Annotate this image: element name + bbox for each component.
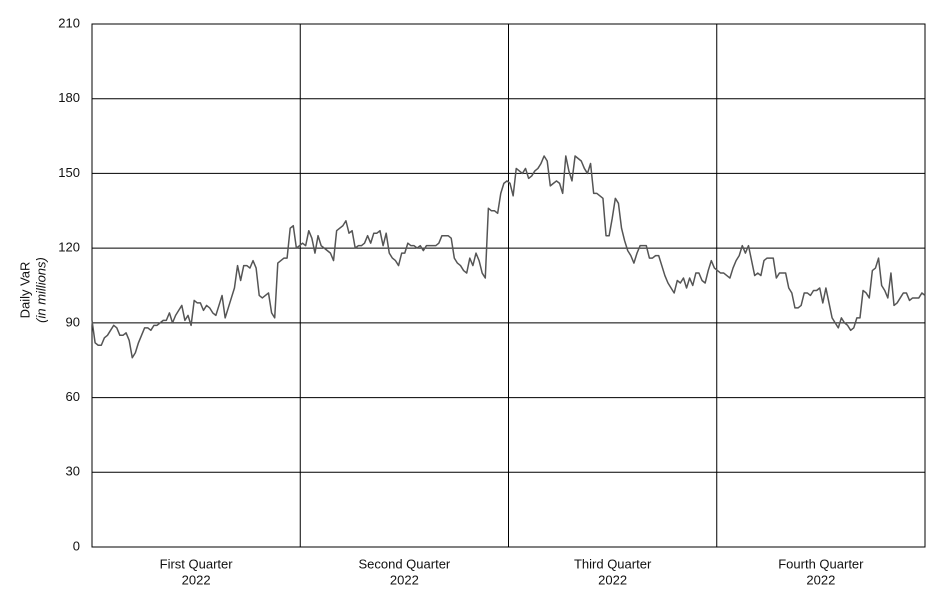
x-tick-label: Second Quarter	[358, 556, 450, 571]
y-tick-label: 180	[58, 90, 80, 105]
y-tick-label: 0	[73, 538, 80, 553]
x-tick-label: Third Quarter	[574, 556, 652, 571]
y-tick-label: 30	[66, 464, 80, 479]
y-axis-label: Daily VaR	[17, 262, 32, 319]
x-tick-label: 2022	[390, 572, 419, 587]
x-tick-label: 2022	[598, 572, 627, 587]
y-tick-label: 90	[66, 314, 80, 329]
x-tick-label: 2022	[182, 572, 211, 587]
y-tick-label: 120	[58, 240, 80, 255]
y-tick-label: 150	[58, 165, 80, 180]
y-axis-label-note: (in millions)	[33, 257, 48, 323]
y-tick-label: 210	[58, 15, 80, 30]
y-tick-label: 60	[66, 389, 80, 404]
plot-border	[91, 23, 926, 548]
data-line	[91, 155, 926, 359]
x-tick-label: First Quarter	[160, 556, 234, 571]
x-tick-label: 2022	[806, 572, 835, 587]
x-tick-label: Fourth Quarter	[778, 556, 864, 571]
